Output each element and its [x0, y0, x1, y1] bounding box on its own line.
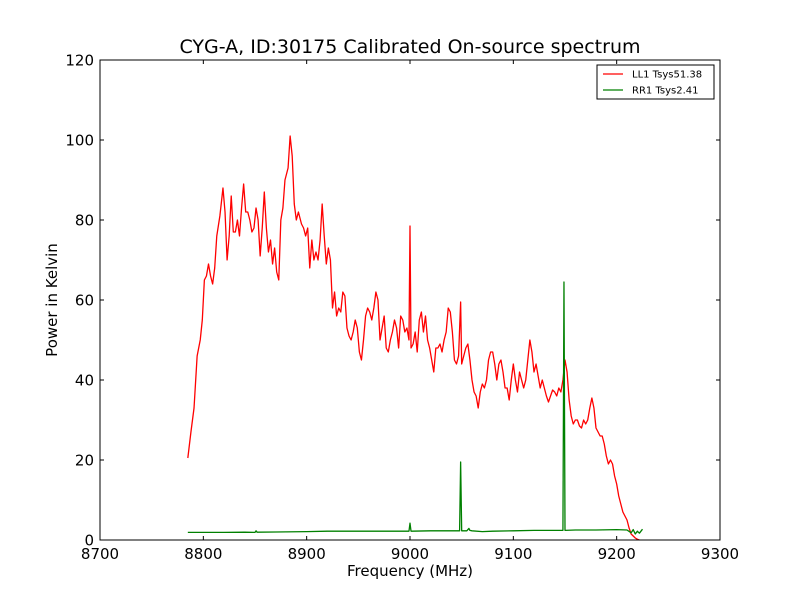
y-tick-label: 20 [75, 452, 94, 470]
series-layer [187, 135, 644, 541]
x-tick-label: 8800 [184, 545, 222, 563]
x-tick-label: 9100 [494, 545, 532, 563]
legend-label-ll1: LL1 Tsys51.38 [632, 70, 702, 81]
legend: LL1 Tsys51.38 RR1 Tsys2.41 [596, 64, 715, 100]
y-tick-label: 120 [65, 52, 94, 70]
x-tick-label: 8900 [288, 545, 326, 563]
chart-title: CYG-A, ID:30175 Calibrated On-source spe… [179, 36, 640, 58]
x-tick-label: 8700 [81, 545, 119, 563]
y-tick-label: 60 [75, 292, 94, 310]
y-tick-label: 100 [65, 132, 94, 150]
x-axis-label: Frequency (MHz) [347, 562, 473, 580]
x-tick-label: 9000 [391, 545, 429, 563]
plot-area: 8700 8800 8900 9000 9100 9200 9300 0 20 40 60 80 100… [65, 52, 739, 564]
legend-box [596, 64, 715, 100]
x-tick-label: 9300 [701, 545, 739, 563]
tick-layer: 8700 8800 8900 9000 9100 9200 9300 0 20 40 60 80 100… [65, 52, 739, 564]
x-tick-label: 9200 [598, 545, 636, 563]
series-line-ll1 [187, 135, 640, 541]
y-tick-label: 80 [75, 212, 94, 230]
y-axis-label: Power in Kelvin [43, 243, 61, 357]
y-tick-label: 0 [84, 532, 94, 550]
legend-label-rr1: RR1 Tsys2.41 [632, 86, 699, 97]
series-line-rr1 [187, 281, 644, 535]
y-tick-label: 40 [75, 372, 94, 390]
